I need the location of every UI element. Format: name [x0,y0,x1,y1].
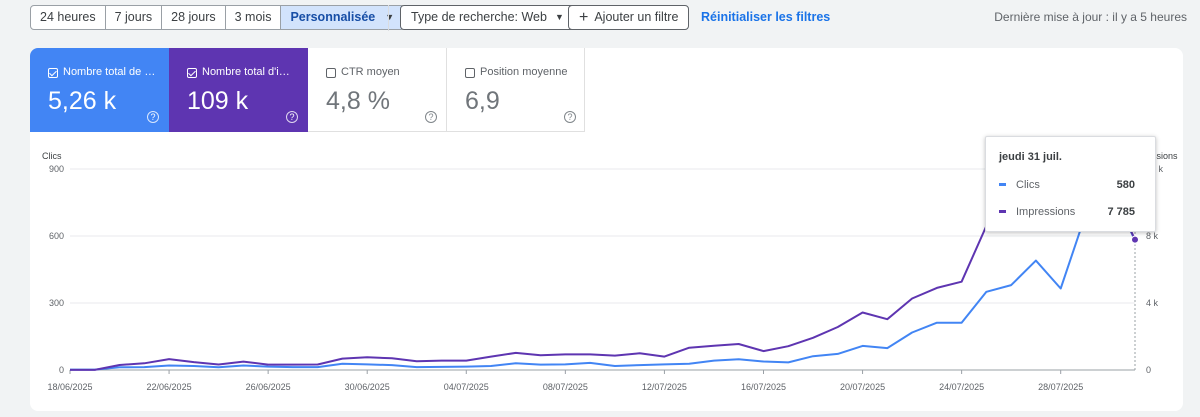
x-tick-label: 12/07/2025 [642,382,687,392]
add-filter-button[interactable]: + Ajouter un filtre [568,5,690,30]
tooltip-row-impressions: Impressions 7 785 [999,206,1147,218]
x-tick-label: 24/07/2025 [939,382,984,392]
performance-card: Nombre total de clics 5,26 k ? Nombre to… [30,48,1183,411]
x-tick-label: 22/06/2025 [147,382,192,392]
legend-swatch [999,210,1006,213]
metric-tile-impressions[interactable]: Nombre total d'impressions 109 k ? [169,48,308,132]
search-type-dropdown[interactable]: Type de recherche: Web ▼ [400,5,575,30]
tooltip-row-clicks: Clics 580 [999,179,1147,191]
y-right-tick-label: 0 [1146,365,1151,375]
y-left-axis-title: Clics [42,151,62,161]
reset-filters-link[interactable]: Réinitialiser les filtres [701,10,831,24]
x-tick-label: 20/07/2025 [840,382,885,392]
metric-tile-position[interactable]: Position moyenne 6,9 ? [447,48,585,132]
checkbox-unchecked-icon[interactable] [326,68,336,78]
legend-swatch [999,183,1006,186]
tooltip-date: jeudi 31 juil. [999,151,1062,163]
toolbar: 24 heures 7 jours 28 jours 3 mois Person… [0,0,1200,36]
metric-tile-ctr[interactable]: CTR moyen 4,8 % ? [308,48,447,132]
tooltip-label-impressions: Impressions [1016,206,1076,218]
range-3m-button[interactable]: 3 mois [226,6,282,29]
plus-icon: + [579,9,589,26]
x-tick-label: 04/07/2025 [444,382,489,392]
x-tick-label: 26/06/2025 [246,382,291,392]
add-filter-label: Ajouter un filtre [594,10,679,24]
metric-value-position: 6,9 [465,87,500,115]
last-update-text: Dernière mise à jour : il y a 5 heures [994,10,1187,24]
series-line-clics [70,185,1136,371]
search-type-label: Type de recherche: Web [411,10,547,24]
help-icon[interactable]: ? [425,111,437,123]
checkbox-checked-icon[interactable] [187,68,197,78]
range-24h-button[interactable]: 24 heures [31,6,106,29]
y-left-tick-label: 300 [49,298,64,308]
date-range-selector: 24 heures 7 jours 28 jours 3 mois Person… [30,5,406,30]
metric-value-clicks: 5,26 k [48,87,117,115]
caret-down-icon: ▼ [554,12,564,22]
metric-value-impressions: 109 k [187,87,249,115]
help-icon[interactable]: ? [147,111,159,123]
help-icon[interactable]: ? [286,111,298,123]
metric-value-ctr: 4,8 % [326,87,390,115]
y-left-tick-label: 0 [59,365,64,375]
x-tick-label: 16/07/2025 [741,382,786,392]
x-tick-label: 08/07/2025 [543,382,588,392]
y-left-tick-label: 600 [49,231,64,241]
x-tick-label: 28/07/2025 [1038,382,1083,392]
chart-tooltip: jeudi 31 juil. Clics 580 Impressions 7 7… [985,136,1156,232]
series-line-impressions [70,176,1136,371]
range-28d-button[interactable]: 28 jours [162,6,226,29]
help-icon[interactable]: ? [564,111,576,123]
tooltip-label-clicks: Clics [1016,179,1040,191]
range-custom-label: Personnalisée [290,10,376,24]
toolbar-divider [388,5,389,31]
caret-down-icon: ▼ [385,12,395,22]
checkbox-unchecked-icon[interactable] [465,68,475,78]
y-right-tick-label: 8 k [1146,231,1159,241]
x-tick-label: 30/06/2025 [345,382,390,392]
checkbox-checked-icon[interactable] [48,68,58,78]
y-left-tick-label: 900 [49,164,64,174]
tooltip-value-clicks: 580 [1116,179,1135,191]
metric-tile-clicks[interactable]: Nombre total de clics 5,26 k ? [30,48,169,132]
x-tick-label: 18/06/2025 [47,382,92,392]
range-7d-button[interactable]: 7 jours [106,6,163,29]
hover-point-impressions [1131,235,1139,244]
tooltip-value-impressions: 7 785 [1107,206,1135,218]
y-right-tick-label: 4 k [1146,298,1159,308]
range-custom-button[interactable]: Personnalisée ▼ [281,6,405,29]
